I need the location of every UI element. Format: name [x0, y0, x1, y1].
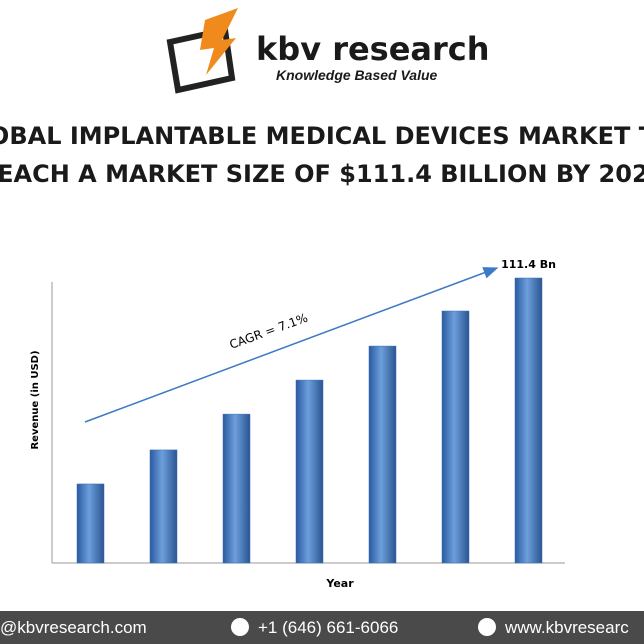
- title-line: REACH A MARKET SIZE OF $111.4 BILLION BY…: [0, 160, 644, 188]
- bar: [514, 277, 543, 564]
- x-axis-label: Year: [325, 577, 354, 590]
- logo: kbv research Knowledge Based Value: [166, 8, 490, 94]
- footer-email: @kbvresearch.com: [0, 618, 147, 637]
- tagline: Knowledge Based Value: [276, 67, 438, 83]
- bar: [441, 310, 470, 564]
- annotation: CAGR = 7.1%: [228, 311, 310, 352]
- footer-phone: +1 (646) 661-6066: [258, 618, 398, 637]
- brand: kbv research: [256, 30, 490, 68]
- title-line: OBAL IMPLANTABLE MEDICAL DEVICES MARKET …: [0, 122, 644, 150]
- value-label: 111.4 Bn: [501, 258, 556, 271]
- y-axis-label: Revenue (in USD): [30, 350, 41, 449]
- bar: [368, 345, 397, 564]
- bar: [76, 483, 105, 564]
- phone-icon: [231, 618, 249, 636]
- bar: [149, 449, 178, 564]
- bar: [222, 413, 251, 564]
- footer-bar: [0, 611, 644, 644]
- bar: [295, 379, 324, 564]
- footer-web: www.kbvresearc: [504, 618, 629, 637]
- trend-arrow: [84, 267, 499, 423]
- web-icon: [478, 618, 496, 636]
